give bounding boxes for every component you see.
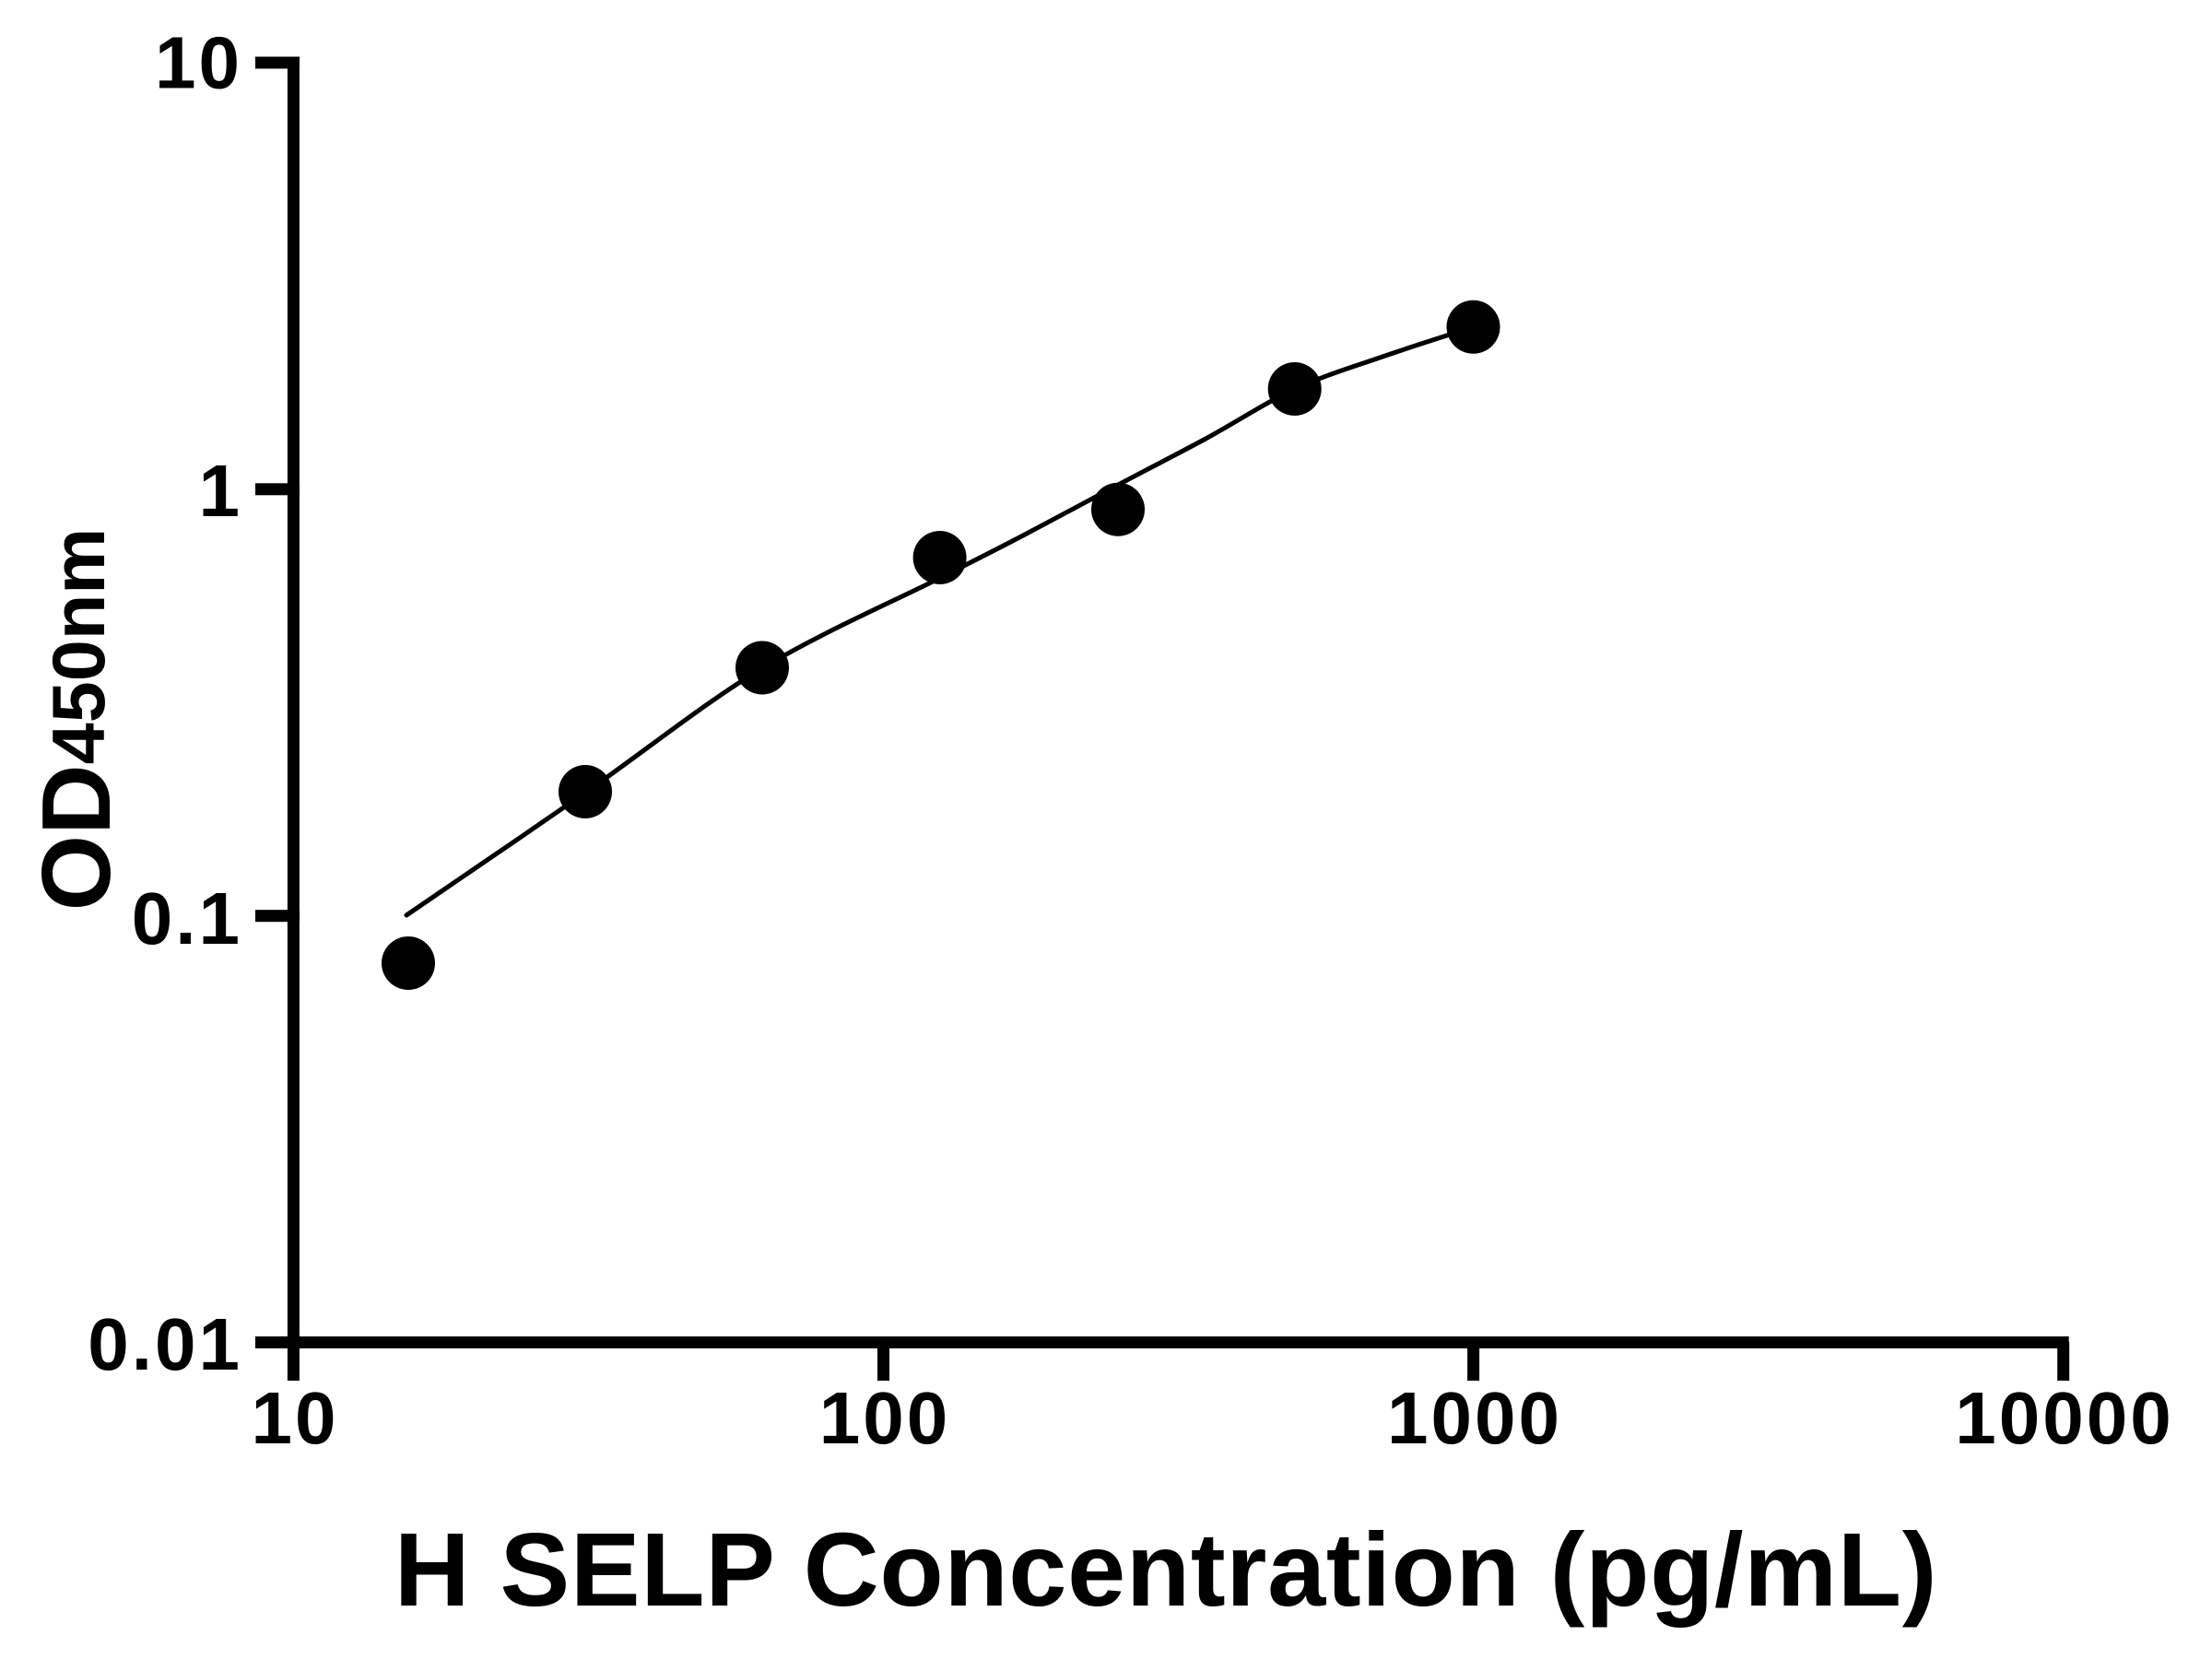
svg-text:OD450nm: OD450nm: [22, 528, 131, 912]
svg-text:1: 1: [199, 450, 243, 532]
svg-text:0.1: 0.1: [132, 877, 242, 959]
svg-text:0.01: 0.01: [88, 1303, 242, 1385]
svg-text:100: 100: [819, 1377, 950, 1459]
svg-text:10: 10: [252, 1377, 339, 1459]
svg-text:10000: 10000: [1955, 1377, 2173, 1459]
svg-text:1000: 1000: [1387, 1377, 1562, 1459]
svg-text:H SELP Concentration (pg/mL): H SELP Concentration (pg/mL): [394, 1512, 1937, 1629]
svg-text:10: 10: [155, 22, 242, 104]
